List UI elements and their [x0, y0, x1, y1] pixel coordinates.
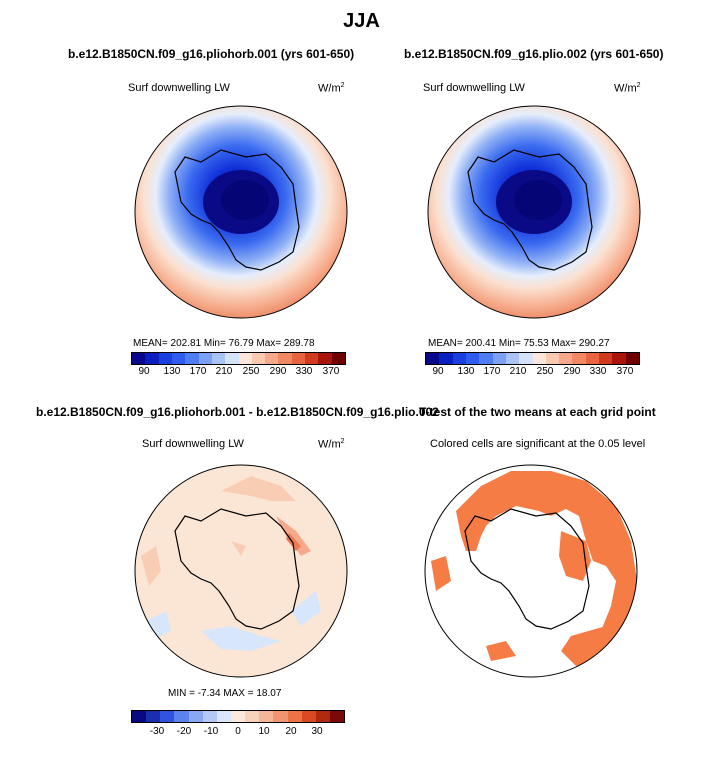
panel1-colorbar-tick: 210	[215, 366, 233, 377]
panel2-colorbar-tick: 170	[483, 366, 501, 377]
panel3-case-title: b.e12.B1850CN.f09_g16.pliohorb.001 - b.e…	[36, 405, 439, 419]
panel1-colorbar-tick: 170	[189, 366, 207, 377]
figure-title: JJA	[343, 10, 380, 32]
panel1-colorbar	[131, 352, 346, 365]
panel3-colorbar-tick: -20	[176, 726, 192, 737]
panel2-antarctica-coastline	[467, 149, 593, 271]
panel2-case-title: b.e12.B1850CN.f09_g16.plio.002 (yrs 601-…	[404, 47, 664, 61]
panel3-colorbar-tick: 0	[235, 726, 241, 737]
panel2-stats: MEAN= 200.41 Min= 75.53 Max= 290.27	[428, 338, 610, 349]
panel3-stats: MIN = -7.34 MAX = 18.07	[168, 688, 282, 699]
panel3-colorbar	[131, 710, 345, 723]
panel2-colorbar-tick: 130	[457, 366, 475, 377]
panel1-colorbar-tick: 90	[138, 366, 150, 377]
panel1-colorbar-tick: 250	[242, 366, 260, 377]
panel1-colorbar-tick: 370	[322, 366, 340, 377]
panel1-units: W/m2	[318, 82, 345, 95]
panel2-polar-map	[427, 105, 641, 319]
panel2-colorbar	[425, 352, 640, 365]
panel1-colorbar-tick: 330	[295, 366, 313, 377]
panel2-colorbar-tick: 250	[536, 366, 554, 377]
panel2-colorbar-tick: 330	[589, 366, 607, 377]
panel3-units: W/m2	[318, 438, 345, 451]
panel1-antarctica-coastline	[174, 149, 300, 271]
panel3-colorbar-tick: 10	[258, 726, 270, 737]
panel2-colorbar-tick: 370	[616, 366, 634, 377]
panel1-variable-label: Surf downwelling LW	[128, 82, 230, 94]
panel4-case-title: T-test of the two means at each grid poi…	[419, 405, 656, 419]
panel3-colorbar-tick: -10	[203, 726, 219, 737]
panel2-units: W/m2	[614, 82, 641, 95]
panel1-polar-map	[134, 105, 348, 319]
panel4-subtitle: Colored cells are significant at the 0.0…	[430, 438, 646, 450]
panel3-colorbar-tick: -30	[149, 726, 165, 737]
panel3-colorbar-tick: 20	[285, 726, 297, 737]
panel2-colorbar-tick: 210	[509, 366, 527, 377]
panel3-polar-map	[134, 464, 348, 678]
panel2-colorbar-tick: 290	[563, 366, 581, 377]
panel1-case-title: b.e12.B1850CN.f09_g16.pliohorb.001 (yrs …	[68, 47, 355, 61]
panel3-antarctica-coastline	[174, 508, 300, 630]
panel4-antarctica-coastline	[464, 508, 590, 630]
panel2-colorbar-tick: 90	[432, 366, 444, 377]
panel3-colorbar-tick: 30	[311, 726, 323, 737]
panel1-colorbar-tick: 130	[163, 366, 181, 377]
panel3-variable-label: Surf downwelling LW	[142, 438, 244, 450]
panel1-stats: MEAN= 202.81 Min= 76.79 Max= 289.78	[133, 338, 315, 349]
panel2-variable-label: Surf downwelling LW	[423, 82, 525, 94]
panel4-polar-map	[424, 464, 638, 678]
panel1-colorbar-tick: 290	[269, 366, 287, 377]
